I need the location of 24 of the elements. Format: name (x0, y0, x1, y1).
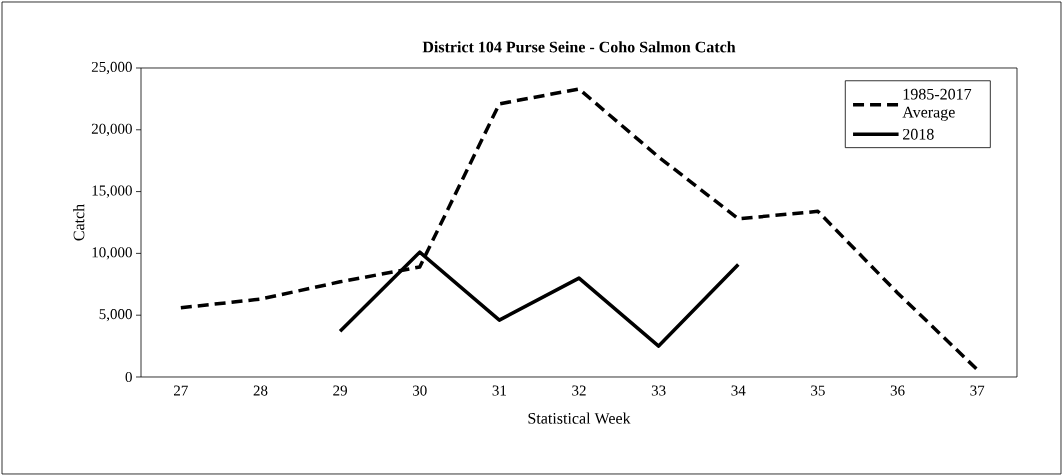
y-tick-label: 20,000 (91, 123, 132, 136)
x-tick-label: 37 (970, 385, 985, 396)
x-tick-label: 27 (173, 385, 188, 396)
legend-label: 2018 (903, 128, 934, 140)
x-tick-label: 35 (811, 385, 825, 396)
x-tick-label: 29 (333, 385, 347, 396)
y-tick-label: 10,000 (92, 247, 132, 260)
y-tick-label: 5,000 (99, 309, 132, 322)
x-tick-label: 36 (890, 385, 905, 396)
line-series (179, 87, 979, 372)
x-axis-title: Statistical Week (528, 412, 631, 424)
x-tick-label: 30 (412, 385, 427, 396)
y-tick-label: 25,000 (91, 61, 132, 75)
x-tick-label: 28 (253, 385, 268, 396)
x-tick-label: 34 (731, 385, 746, 396)
chart-title: District 104 Purse Seine - Coho Salmon Catch (422, 41, 736, 53)
y-axis-title: Catch (73, 204, 85, 241)
x-tick-label: 31 (492, 385, 506, 396)
x-tick-label: 33 (651, 385, 666, 396)
x-tick-label: 32 (572, 385, 586, 396)
legend-label: 1985-2017 Average (902, 88, 972, 121)
y-tick-label: 0 (125, 371, 132, 383)
y-tick-label: 15,000 (92, 185, 132, 198)
line-series (338, 250, 741, 348)
